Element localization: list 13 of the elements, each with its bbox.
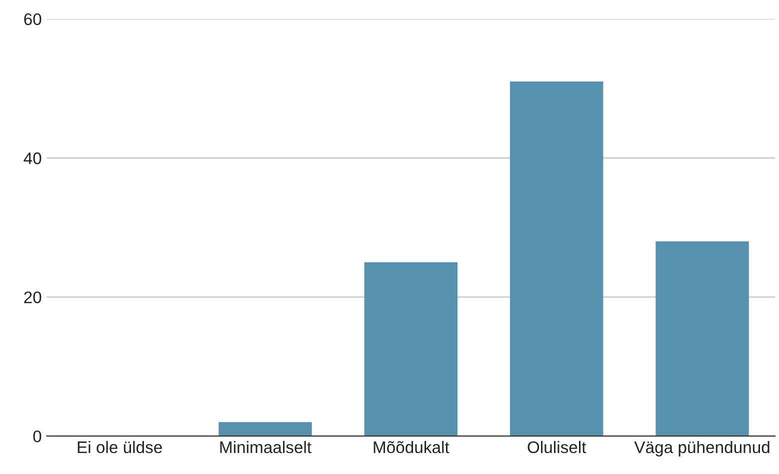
bar xyxy=(218,422,312,436)
x-tick-label: Minimaalselt xyxy=(220,440,312,454)
x-tick-label: Ei ole üldse xyxy=(78,440,162,454)
y-tick-label: 0 xyxy=(33,430,42,442)
bar xyxy=(510,82,604,436)
y-tick-label: 40 xyxy=(24,152,42,164)
x-tick-label: Väga pühendunud xyxy=(634,440,770,456)
y-tick-label: 60 xyxy=(24,13,42,26)
bar xyxy=(656,241,749,436)
x-tick-label: Mõõdukalt xyxy=(374,440,450,454)
bar xyxy=(364,262,458,436)
y-tick-label: 20 xyxy=(24,291,42,304)
x-tick-label: Oluliselt xyxy=(528,440,586,454)
